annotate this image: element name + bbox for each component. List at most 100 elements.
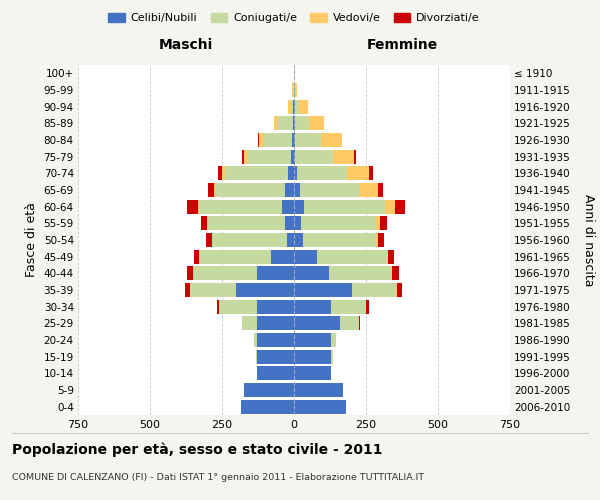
- Bar: [197, 200, 199, 214]
- Bar: [274, 116, 278, 130]
- Bar: [376, 233, 378, 247]
- Bar: [355, 150, 356, 164]
- Bar: [257, 316, 294, 330]
- Bar: [287, 233, 294, 247]
- Bar: [278, 116, 293, 130]
- Bar: [292, 83, 293, 97]
- Bar: [322, 133, 341, 147]
- Bar: [286, 216, 294, 230]
- Bar: [244, 383, 294, 397]
- Bar: [329, 266, 392, 280]
- Bar: [242, 150, 244, 164]
- Bar: [185, 283, 190, 297]
- Bar: [222, 166, 225, 180]
- Bar: [187, 266, 193, 280]
- Bar: [294, 350, 331, 364]
- Bar: [331, 350, 332, 364]
- Bar: [254, 333, 257, 347]
- Bar: [385, 200, 395, 214]
- Bar: [331, 333, 336, 347]
- Bar: [294, 233, 302, 247]
- Bar: [340, 316, 359, 330]
- Bar: [300, 183, 360, 197]
- Bar: [360, 183, 377, 197]
- Bar: [347, 166, 369, 180]
- Bar: [294, 150, 295, 164]
- Bar: [288, 100, 291, 114]
- Bar: [294, 333, 331, 347]
- Bar: [206, 233, 212, 247]
- Bar: [199, 250, 271, 264]
- Bar: [216, 183, 286, 197]
- Y-axis label: Fasce di età: Fasce di età: [25, 202, 38, 278]
- Bar: [194, 250, 199, 264]
- Bar: [395, 200, 405, 214]
- Y-axis label: Anni di nascita: Anni di nascita: [582, 194, 595, 286]
- Bar: [201, 216, 207, 230]
- Bar: [333, 150, 355, 164]
- Bar: [219, 300, 257, 314]
- Bar: [301, 216, 376, 230]
- Text: Popolazione per età, sesso e stato civile - 2011: Popolazione per età, sesso e stato civil…: [12, 442, 383, 457]
- Bar: [257, 300, 294, 314]
- Bar: [190, 283, 236, 297]
- Bar: [244, 150, 248, 164]
- Bar: [218, 166, 222, 180]
- Bar: [297, 166, 347, 180]
- Bar: [294, 266, 329, 280]
- Legend: Celibi/Nubili, Coniugati/e, Vedovi/e, Divorziati/e: Celibi/Nubili, Coniugati/e, Vedovi/e, Di…: [104, 8, 484, 28]
- Bar: [331, 300, 366, 314]
- Bar: [380, 216, 387, 230]
- Bar: [294, 216, 301, 230]
- Bar: [294, 83, 295, 97]
- Bar: [366, 300, 369, 314]
- Bar: [259, 133, 265, 147]
- Bar: [295, 116, 309, 130]
- Bar: [187, 200, 197, 214]
- Bar: [242, 316, 257, 330]
- Bar: [241, 400, 294, 414]
- Bar: [294, 300, 331, 314]
- Bar: [265, 133, 292, 147]
- Bar: [294, 133, 295, 147]
- Bar: [283, 200, 294, 214]
- Bar: [288, 166, 294, 180]
- Bar: [377, 183, 383, 197]
- Bar: [257, 266, 294, 280]
- Bar: [295, 100, 299, 114]
- Bar: [248, 150, 291, 164]
- Bar: [193, 266, 257, 280]
- Bar: [317, 250, 388, 264]
- Bar: [294, 283, 352, 297]
- Text: Maschi: Maschi: [159, 38, 213, 52]
- Bar: [294, 316, 340, 330]
- Bar: [352, 283, 396, 297]
- Bar: [388, 250, 394, 264]
- Bar: [286, 183, 294, 197]
- Bar: [294, 116, 295, 130]
- Bar: [199, 200, 283, 214]
- Bar: [212, 233, 287, 247]
- Bar: [304, 200, 385, 214]
- Bar: [214, 183, 216, 197]
- Bar: [295, 150, 333, 164]
- Bar: [299, 100, 308, 114]
- Bar: [294, 250, 317, 264]
- Bar: [208, 216, 286, 230]
- Bar: [291, 100, 293, 114]
- Bar: [225, 166, 288, 180]
- Text: COMUNE DI CALENZANO (FI) - Dati ISTAT 1° gennaio 2011 - Elaborazione TUTTITALIA.: COMUNE DI CALENZANO (FI) - Dati ISTAT 1°…: [12, 472, 424, 482]
- Bar: [302, 233, 376, 247]
- Bar: [257, 350, 294, 364]
- Bar: [309, 116, 323, 130]
- Bar: [291, 150, 294, 164]
- Bar: [294, 383, 343, 397]
- Bar: [217, 300, 219, 314]
- Bar: [397, 283, 402, 297]
- Bar: [236, 283, 294, 297]
- Bar: [378, 233, 384, 247]
- Bar: [256, 350, 257, 364]
- Bar: [257, 333, 294, 347]
- Bar: [294, 166, 297, 180]
- Text: Femmine: Femmine: [367, 38, 437, 52]
